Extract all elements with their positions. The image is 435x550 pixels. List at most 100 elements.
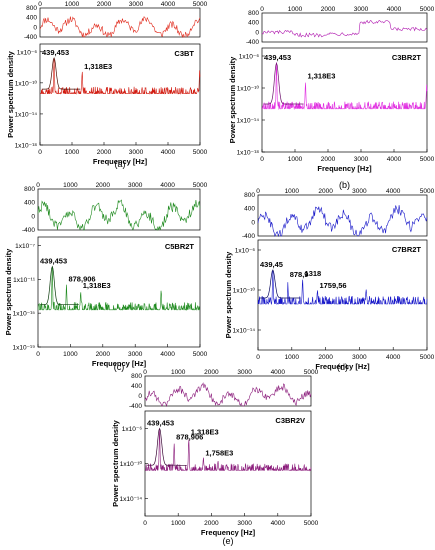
psd-y-tick-label: 1x10⁻¹⁰ [237,85,260,93]
psd-trend-line [264,62,304,105]
top-y-tick-label: 400 [244,206,255,213]
psd-plot-frame [257,239,428,351]
top-x-tick-label: 1000 [65,1,80,8]
top-x-tick-label: 0 [36,182,40,189]
top-x-tick-label: 2000 [96,182,111,189]
top-x-tick-label: 2000 [321,6,336,13]
top-x-tick-label: 1000 [63,182,78,189]
top-x-tick-label: 5000 [193,1,208,8]
psd-x-tick-label: 2000 [321,156,336,163]
psd-x-tick-label: 3000 [129,149,144,156]
top-x-tick-label: 0 [256,188,260,195]
top-y-tick-label: 400 [248,20,259,27]
top-x-tick-label: 2000 [204,369,219,376]
psd-y-tick-label: 1x10⁻¹⁴ [120,496,143,503]
psd-y-tick-label: 1x10⁻⁶ [235,248,256,255]
time-signal-line [39,16,201,39]
top-x-tick-label: 4000 [271,369,286,376]
x-axis-label: Frequency [Hz] [315,362,370,371]
top-x-tick-label: 1000 [171,369,186,376]
psd-x-tick-label: 5000 [193,351,208,358]
top-y-tick-label: 400 [131,383,142,390]
psd-y-tick-label: 1x10⁻¹⁸ [15,143,38,150]
top-x-tick-label: 5000 [193,182,208,189]
top-plot-frame [39,7,201,38]
specimen-label: C3BT [174,49,194,58]
specimen-label: C3BR2V [275,416,305,425]
psd-y-tick-label: 1x10⁻¹⁹ [13,345,36,352]
top-y-tick-label: 800 [24,186,35,193]
psd-y-tick-label: 1x10⁻¹⁰ [120,460,143,468]
psd-y-tick-label: 1x10⁻¹¹ [13,277,36,284]
psd-plot-frame [261,47,428,153]
time-signal-line [257,205,428,238]
top-x-tick-label: 3000 [354,6,369,13]
top-x-tick-label: 4000 [161,1,176,8]
psd-x-tick-label: 4000 [386,354,401,361]
psd-x-tick-label: 5000 [304,520,319,527]
panel-caption: (a) [115,159,126,169]
top-y-tick-label: -400 [129,403,142,410]
psd-x-tick-label: 0 [143,520,147,527]
psd-x-tick-label: 4000 [160,351,175,358]
psd-y-tick-label: 1x10⁻⁶ [122,426,143,433]
psd-x-tick-label: 3000 [237,520,252,527]
panel-caption: (c) [114,362,125,372]
peak-label: 439,453 [264,53,291,62]
peak-label: 878,906 [68,274,95,283]
top-x-tick-label: 0 [260,6,264,13]
psd-x-tick-label: 2000 [318,354,333,361]
psd-x-tick-label: 3000 [354,156,369,163]
top-y-tick-label: -400 [22,227,35,234]
top-y-tick-label: -400 [246,39,259,46]
panel-caption: (e) [223,536,234,546]
psd-trend-line [260,269,301,299]
top-x-tick-label: 1000 [288,6,303,13]
psd-x-tick-label: 2000 [96,351,111,358]
top-y-tick-label: 0 [33,24,37,31]
psd-trend-line [41,57,81,90]
top-y-tick-label: 800 [244,192,255,199]
psd-spectrum-line [145,428,312,472]
top-y-tick-label: 0 [31,213,35,220]
psd-y-tick-label: 1x10⁻¹⁴ [15,111,38,118]
psd-trend-line [39,265,79,306]
specimen-label: C3BR2T [392,53,422,62]
y-axis-label: Power spectrum density [6,50,15,138]
top-x-tick-label: 4000 [387,6,402,13]
top-x-tick-label: 3000 [128,182,143,189]
peak-label: 1,318E3 [84,62,112,71]
psd-spectrum-line [257,270,428,306]
psd-plot-frame [37,236,201,348]
psd-x-tick-label: 4000 [387,156,402,163]
psd-x-tick-label: 4000 [161,149,176,156]
top-y-tick-label: -400 [24,34,37,41]
top-y-tick-label: -400 [242,233,255,240]
peak-label: 1,318E3 [191,427,219,436]
top-x-tick-label: 0 [143,369,147,376]
peak-label: 439,453 [147,419,174,428]
top-plot-frame [144,375,312,407]
psd-y-tick-label: 1x10⁻¹⁴ [233,328,256,335]
psd-x-tick-label: 1000 [65,149,80,156]
time-signal-line [144,382,312,408]
top-x-tick-label: 5000 [304,369,319,376]
top-x-tick-label: 3000 [352,188,367,195]
panel-caption: (b) [339,180,350,190]
peak-label: 439,453 [42,48,69,57]
peak-label: 1,318E3 [307,72,335,81]
top-plot-frame [261,12,428,43]
top-y-tick-label: 800 [131,373,142,380]
top-x-tick-label: 3000 [237,369,252,376]
psd-trend-line [147,427,187,466]
peak-label: 1759,56 [319,281,346,290]
specimen-label: C5BR2T [165,242,195,251]
y-axis-label: Power spectrum density [228,56,237,144]
top-y-tick-label: 800 [248,10,259,17]
psd-x-tick-label: 1000 [171,520,186,527]
top-y-tick-label: 0 [138,393,142,400]
top-y-tick-label: 0 [251,219,255,226]
psd-spectrum-line [262,62,428,110]
psd-y-tick-label: 1x10⁻⁶ [239,54,260,61]
